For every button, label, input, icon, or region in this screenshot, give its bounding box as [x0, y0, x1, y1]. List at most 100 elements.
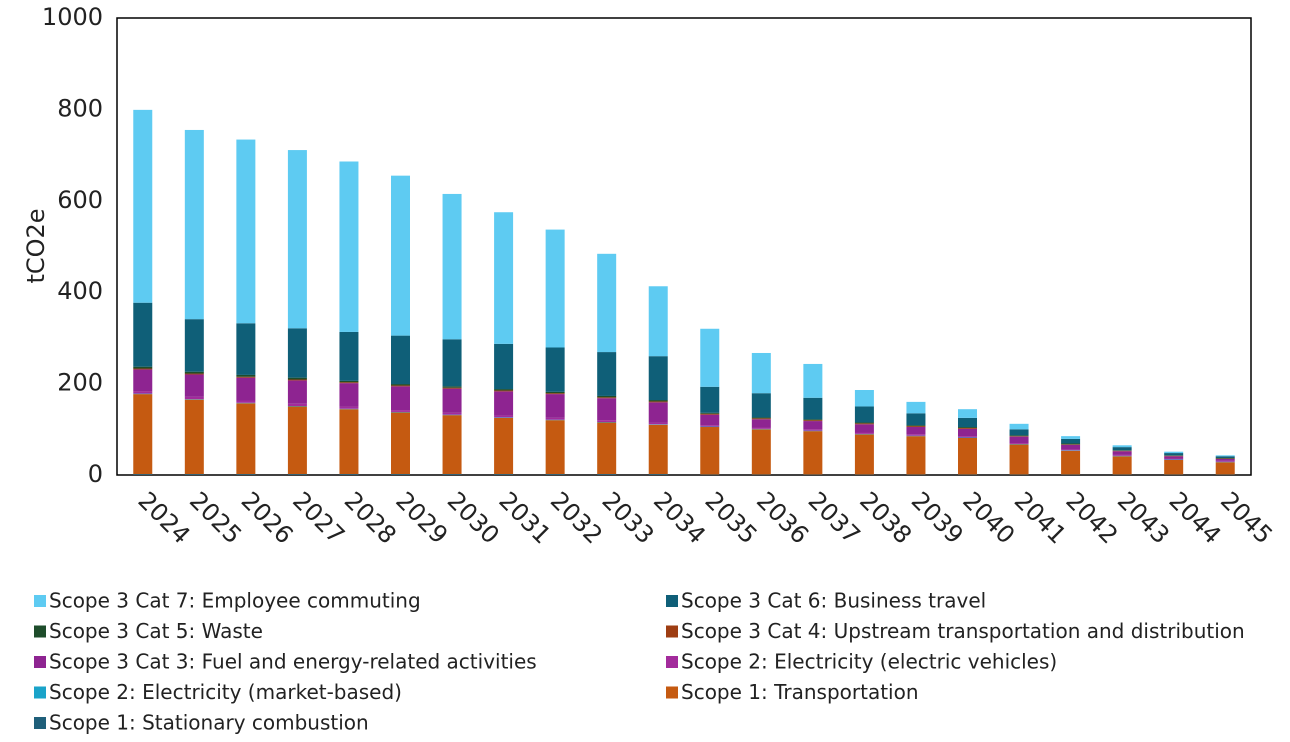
bar-2030-series-7 — [442, 339, 462, 387]
bar-2041-series-8 — [1009, 423, 1029, 430]
bar-2027-series-3 — [287, 403, 307, 406]
bar-2038-series-3 — [854, 432, 874, 434]
bar-2042-series-7 — [1061, 438, 1081, 444]
bar-2040-series-7 — [958, 417, 977, 428]
bar-2033-series-7 — [597, 352, 617, 396]
bar-2024-series-7 — [133, 302, 153, 367]
bar-2034-series-1 — [648, 424, 668, 475]
x-tick-label: 2038 — [854, 486, 917, 549]
bar-2031-series-3 — [494, 415, 514, 418]
x-tick-label: 2026 — [236, 486, 299, 549]
bar-2043-series-4 — [1112, 451, 1132, 455]
legend-item: Scope 3 Cat 3: Fuel and energy-related a… — [34, 650, 537, 674]
legend-item: Scope 1: Stationary combustion — [34, 711, 369, 735]
bar-2027-series-7 — [287, 328, 307, 378]
bar-2039-series-6 — [906, 425, 926, 427]
bar-2028-series-4 — [339, 383, 359, 407]
bar-2044-series-3 — [1164, 458, 1184, 460]
bar-2024-series-6 — [133, 366, 153, 369]
bar-2033-series-1 — [597, 422, 617, 475]
bar-2030-series-8 — [442, 193, 462, 340]
bar-2031-series-4 — [494, 391, 514, 416]
bar-2025-series-7 — [184, 319, 204, 372]
legend-swatch — [34, 656, 46, 668]
legend-item: Scope 2: Electricity (market-based) — [34, 680, 402, 704]
y-axis-ticks: 0 200 400 600 800 1000 — [42, 3, 103, 488]
bar-2028-series-0 — [339, 474, 359, 475]
x-tick-label: 2029 — [390, 486, 453, 549]
bar-2034-series-7 — [648, 356, 668, 401]
x-tick-label: 2027 — [287, 486, 350, 549]
bar-2029-series-0 — [391, 474, 410, 475]
bar-2029-series-5 — [391, 385, 410, 387]
bar-2044-series-1 — [1164, 459, 1184, 475]
bar-2025-series-0 — [184, 474, 204, 475]
bar-2029-series-8 — [391, 175, 410, 336]
bar-2036-series-7 — [751, 393, 771, 418]
bar-2031-series-8 — [494, 212, 514, 344]
legend-swatch — [666, 595, 678, 607]
bar-2044-series-8 — [1164, 451, 1184, 454]
bar-2025-series-5 — [184, 373, 204, 375]
bar-2027-series-0 — [287, 474, 307, 475]
bar-2028-series-1 — [339, 409, 359, 475]
bar-2037-series-7 — [803, 397, 823, 420]
x-tick-label: 2032 — [545, 486, 608, 549]
bar-2025-series-6 — [184, 371, 204, 374]
y-tick-label: 200 — [57, 369, 103, 397]
bar-2038-series-7 — [854, 406, 874, 423]
bar-2026-series-1 — [236, 403, 256, 475]
x-tick-label: 2035 — [700, 486, 763, 549]
bar-2040-series-4 — [958, 428, 977, 437]
bar-2033-series-0 — [597, 474, 617, 475]
bar-2034-series-5 — [648, 401, 668, 403]
bar-2035-series-6 — [700, 412, 720, 414]
legend-swatch — [34, 686, 46, 699]
bar-2026-series-4 — [236, 377, 256, 401]
plot-area — [116, 17, 1252, 476]
bar-2040-series-8 — [958, 409, 977, 418]
bar-2033-series-8 — [597, 253, 617, 353]
legend-item: Scope 1: Transportation — [666, 680, 919, 704]
bar-2036-series-1 — [751, 429, 771, 475]
y-tick-label: 0 — [88, 460, 103, 488]
bar-2031-series-6 — [494, 389, 514, 391]
bar-2041-series-7 — [1009, 429, 1029, 436]
x-axis-ticks: 2024202520262027202820292030203120322033… — [133, 486, 1278, 549]
x-tick-label: 2036 — [751, 486, 814, 549]
bar-2036-series-5 — [751, 418, 771, 420]
bar-2040-series-3 — [958, 436, 977, 438]
bar-2039-series-4 — [906, 427, 926, 435]
x-tick-label: 2044 — [1163, 486, 1226, 549]
x-tick-label: 2025 — [184, 486, 247, 549]
bar-2028-series-8 — [339, 161, 359, 332]
x-tick-label: 2028 — [339, 486, 402, 549]
bar-2027-series-1 — [287, 406, 307, 475]
legend-swatch — [666, 656, 678, 668]
x-tick-label: 2045 — [1215, 486, 1278, 549]
bar-2035-series-8 — [700, 328, 720, 387]
bar-2024-series-0 — [133, 474, 153, 475]
legend-label: Scope 2: Electricity (electric vehicles) — [681, 650, 1057, 674]
bar-2036-series-8 — [751, 352, 771, 394]
bar-2042-series-1 — [1061, 450, 1081, 475]
legend-item: Scope 3 Cat 7: Employee commuting — [34, 589, 421, 613]
legend-label: Scope 1: Transportation — [681, 680, 919, 704]
bar-2042-series-3 — [1061, 449, 1081, 451]
bar-2033-series-3 — [597, 420, 617, 422]
bar-2035-series-7 — [700, 386, 720, 413]
bar-2037-series-1 — [803, 431, 823, 475]
bar-2027-series-6 — [287, 377, 307, 380]
bar-2032-series-5 — [545, 393, 565, 395]
bar-2029-series-1 — [391, 412, 410, 475]
bar-2027-series-4 — [287, 380, 307, 404]
legend-label: Scope 3 Cat 4: Upstream transportation a… — [681, 619, 1245, 643]
bar-2042-series-4 — [1061, 444, 1081, 450]
bar-2028-series-5 — [339, 382, 359, 384]
bar-2031-series-7 — [494, 343, 514, 390]
bar-2029-series-3 — [391, 410, 410, 412]
bar-2030-series-0 — [442, 474, 462, 475]
bar-2034-series-8 — [648, 286, 668, 357]
bar-2026-series-5 — [236, 376, 256, 378]
bar-2034-series-0 — [648, 474, 668, 475]
